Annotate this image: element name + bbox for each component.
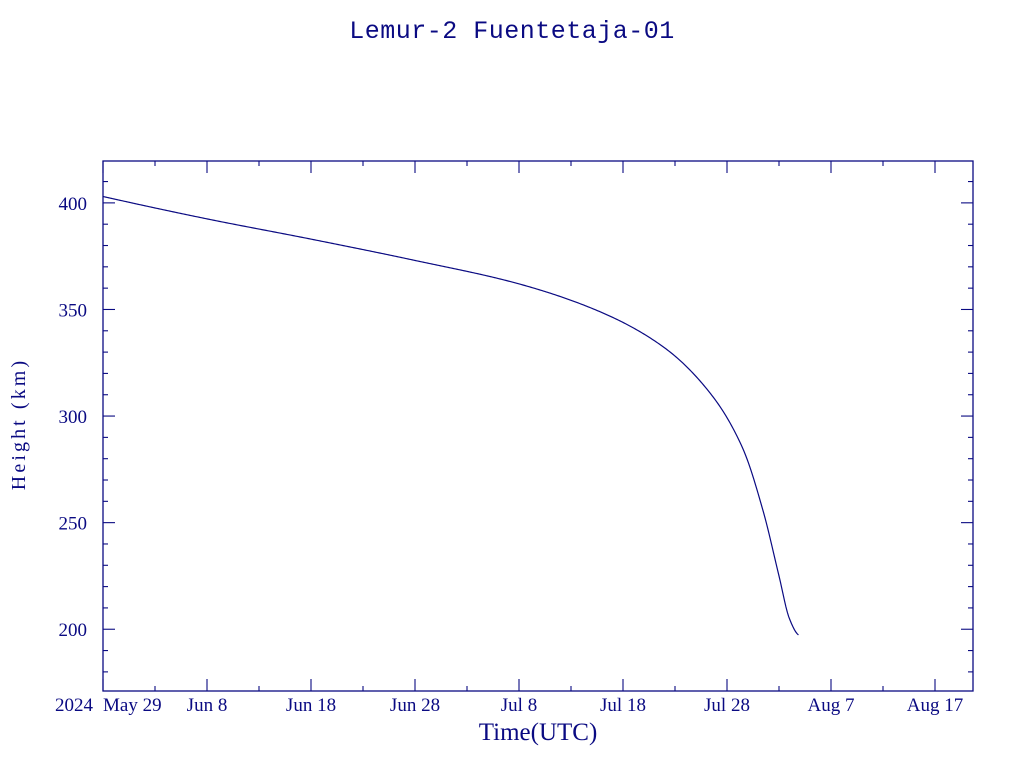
svg-text:Jun 28: Jun 28 [390,695,440,716]
svg-text:May 29: May 29 [103,695,162,716]
svg-text:300: 300 [59,407,88,428]
svg-text:Lemur-2 Fuentetaja-01: Lemur-2 Fuentetaja-01 [349,17,675,46]
svg-text:Height (km): Height (km) [8,358,30,490]
svg-text:Aug 7: Aug 7 [808,695,855,716]
svg-text:2024: 2024 [55,695,94,716]
svg-text:200: 200 [59,620,88,641]
svg-text:Time(UTC): Time(UTC) [479,719,598,746]
svg-text:Jun 8: Jun 8 [187,695,228,716]
svg-text:350: 350 [59,300,88,321]
svg-text:Jun 18: Jun 18 [286,695,336,716]
svg-text:400: 400 [59,194,88,215]
svg-text:Jul 18: Jul 18 [600,695,646,716]
svg-text:250: 250 [59,514,88,535]
svg-text:Jul 28: Jul 28 [704,695,750,716]
svg-text:Aug 17: Aug 17 [907,695,963,716]
svg-text:Jul 8: Jul 8 [501,695,537,716]
